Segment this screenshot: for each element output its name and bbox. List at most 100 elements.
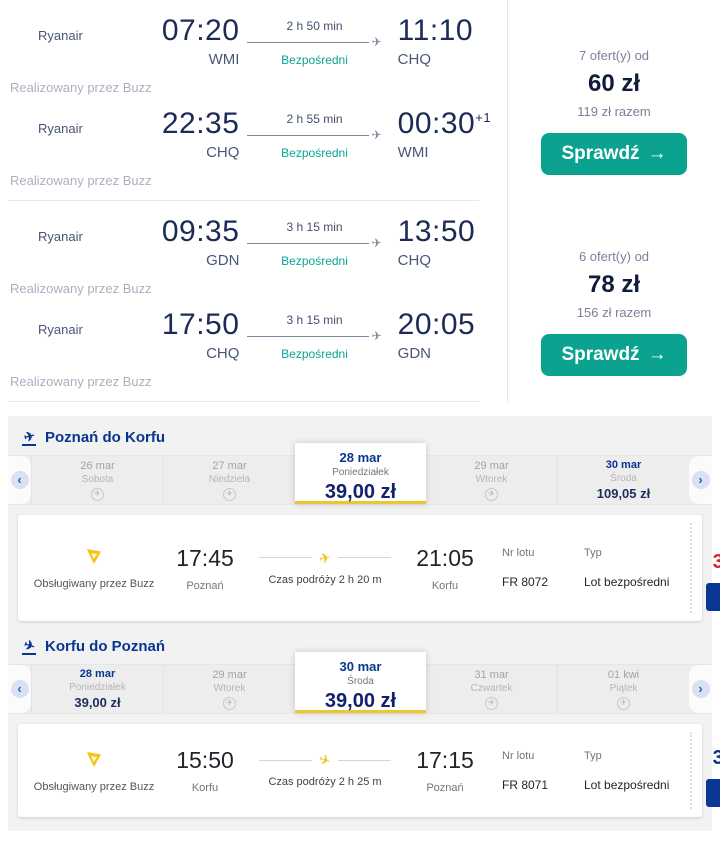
arrival-airport-code: GDN bbox=[397, 345, 432, 362]
date-option[interactable]: 29 mar Wtorek ✈ bbox=[426, 456, 557, 504]
outbound-date-carousel: ‹ 26 mar Sobota ✈ 27 mar Niedziela ✈ 28 … bbox=[8, 443, 712, 505]
date-option[interactable]: 26 mar Sobota ✈ bbox=[31, 456, 163, 504]
flight-leg: Ryanair 09:35 GDN 3 h 15 min ✈ Bezpośred… bbox=[0, 207, 507, 269]
operated-by-label: Realizowany przez Buzz bbox=[10, 80, 152, 95]
no-flight-icon: ✈ bbox=[223, 696, 236, 710]
flight-type-block: Typ Lot bezpośredni bbox=[584, 547, 684, 589]
plane-landing-icon: ✈ bbox=[316, 750, 334, 770]
departure-airport-code: CHQ bbox=[206, 345, 240, 362]
fare-price: 39,00 zł bbox=[712, 747, 720, 769]
check-offer-button[interactable]: Sprawdź → bbox=[541, 133, 687, 175]
check-offer-label: Sprawdź bbox=[561, 344, 640, 365]
date-option[interactable]: 28 mar Poniedziałek 39,00 zł bbox=[31, 665, 163, 713]
date-option[interactable]: 27 mar Niedziela ✈ bbox=[163, 456, 295, 504]
flight-number: FR 8071 bbox=[502, 777, 549, 792]
offer-panel: 7 ofert(y) od 60 zł 119 zł razem Sprawdź… bbox=[508, 0, 720, 201]
select-flight-button[interactable]: Wybierz bbox=[706, 779, 720, 807]
plane-takeoff-icon: ✈ bbox=[317, 548, 333, 567]
flight-leg: Ryanair 17:50 CHQ 3 h 15 min ✈ Bezpośred… bbox=[0, 300, 507, 362]
date-option-selected[interactable]: 28 mar Poniedziałek 39,00 zł bbox=[295, 443, 426, 504]
arrival-block: 13:50 CHQ bbox=[382, 215, 507, 269]
departure-city: Poznań bbox=[186, 579, 224, 592]
check-offer-label: Sprawdź bbox=[561, 143, 640, 164]
outbound-section-header: ✈ Poznań do Korfu bbox=[8, 416, 712, 455]
date-option[interactable]: 30 mar Środa 109,05 zł bbox=[557, 456, 689, 504]
result-card: Ryanair 09:35 GDN 3 h 15 min ✈ Bezpośred… bbox=[0, 201, 720, 402]
flight-path-line: ✈ bbox=[247, 35, 382, 49]
carousel-prev-button[interactable]: ‹ bbox=[8, 456, 31, 504]
chevron-right-icon: › bbox=[691, 680, 710, 698]
fare-block: Taryfa Value 102,21 zł 39,00 zł Wybierz bbox=[692, 515, 720, 621]
booking-widget: ✈ Poznań do Korfu ‹ 26 mar Sobota ✈ 27 m… bbox=[8, 416, 720, 831]
plane-icon: ✈ bbox=[371, 35, 382, 49]
offer-price: 60 zł bbox=[587, 70, 641, 97]
arrival-airport-code: WMI bbox=[397, 144, 429, 161]
select-flight-button[interactable]: Wybierz bbox=[706, 583, 720, 611]
result-card-flights: Ryanair 07:20 WMI 2 h 50 min ✈ Bezpośred… bbox=[0, 0, 508, 201]
flight-type-label: Typ bbox=[584, 749, 602, 762]
arrival-block: 11:10 CHQ bbox=[382, 14, 507, 68]
departure-time: 17:45 bbox=[176, 544, 234, 571]
inbound-flight-card: Obsługiwany przez Buzz 15:50 Korfu ✈ Cza… bbox=[18, 724, 720, 817]
no-flight-icon: ✈ bbox=[485, 696, 498, 710]
plane-icon: ✈ bbox=[371, 128, 382, 142]
arrival-airport-code: CHQ bbox=[397, 252, 432, 269]
offer-price: 78 zł bbox=[587, 271, 641, 298]
carousel-next-button[interactable]: › bbox=[689, 456, 712, 504]
date-option[interactable]: 31 mar Czwartek ✈ bbox=[426, 665, 557, 713]
flight-path-line: ✈ bbox=[258, 548, 392, 567]
offer-total-label: 119 zł razem bbox=[577, 104, 651, 119]
dotted-separator bbox=[690, 523, 692, 613]
departure-airport-code: GDN bbox=[206, 252, 240, 269]
flight-path-line: ✈ bbox=[258, 750, 392, 770]
chevron-left-icon: ‹ bbox=[10, 680, 29, 698]
leg-middle: 2 h 50 min ✈ Bezpośredni bbox=[247, 14, 382, 67]
operated-by-label: Realizowany przez Buzz bbox=[10, 281, 152, 296]
operator-block: Obsługiwany przez Buzz bbox=[24, 749, 164, 793]
inbound-route-title: Korfu do Poznań bbox=[45, 638, 165, 655]
date-option[interactable]: 29 mar Wtorek ✈ bbox=[163, 665, 295, 713]
departure-block: 07:20 WMI bbox=[134, 14, 240, 68]
flight-number-block: Nr lotu FR 8072 bbox=[502, 547, 568, 589]
flight-details: Obsługiwany przez Buzz 15:50 Korfu ✈ Cza… bbox=[18, 724, 690, 817]
flight-number-block: Nr lotu FR 8071 bbox=[502, 750, 568, 792]
no-flight-icon: ✈ bbox=[223, 487, 236, 501]
plane-landing-icon: ✈ bbox=[21, 636, 37, 655]
plane-icon: ✈ bbox=[371, 329, 382, 343]
flight-path-line: ✈ bbox=[247, 237, 382, 249]
flight-leg: Ryanair 22:35 CHQ 2 h 55 min ✈ Bezpośred… bbox=[0, 99, 507, 161]
offer-count-label: 6 ofert(y) od bbox=[578, 249, 650, 264]
date-price: 109,05 zł bbox=[596, 486, 651, 501]
flight-number-label: Nr lotu bbox=[502, 749, 535, 762]
departure-time: 17:50 bbox=[161, 308, 240, 341]
date-option-selected[interactable]: 30 mar Środa 39,00 zł bbox=[295, 652, 426, 713]
arrow-right-icon: → bbox=[647, 143, 667, 164]
leg-middle: 3 h 15 min ✈ Bezpośredni bbox=[247, 308, 382, 361]
offer-panel: 6 ofert(y) od 78 zł 156 zł razem Sprawdź… bbox=[508, 201, 720, 402]
travel-time-label: Czas podróży 2 h 20 m bbox=[268, 573, 382, 586]
date-option[interactable]: 01 kwi Piątek ✈ bbox=[557, 665, 689, 713]
outbound-flight-card: Obsługiwany przez Buzz 17:45 Poznań ✈ Cz… bbox=[18, 515, 720, 621]
check-offer-button[interactable]: Sprawdź → bbox=[541, 334, 687, 376]
duration-label: 3 h 15 min bbox=[286, 313, 343, 327]
stops-label: Bezpośredni bbox=[281, 146, 348, 160]
arrow-right-icon: → bbox=[647, 344, 667, 365]
buzz-logo-icon bbox=[84, 749, 104, 774]
carousel-next-button[interactable]: › bbox=[689, 665, 712, 713]
arrival-time: 11:10 bbox=[397, 14, 474, 47]
departure-time: 15:50 bbox=[176, 747, 234, 773]
operated-by-label: Realizowany przez Buzz bbox=[10, 374, 152, 389]
carousel-prev-button[interactable]: ‹ bbox=[8, 665, 31, 713]
flight-type: Lot bezpośredni bbox=[584, 575, 670, 589]
card-divider bbox=[8, 200, 479, 201]
stops-label: Bezpośredni bbox=[281, 347, 348, 361]
arrival-time: 00:30+1 bbox=[397, 107, 492, 140]
stops-label: Bezpośredni bbox=[281, 53, 348, 67]
outbound-route-title: Poznań do Korfu bbox=[45, 429, 165, 446]
arrival-block: 20:05 GDN bbox=[382, 308, 507, 362]
departure-block: 17:45 Poznań bbox=[164, 545, 246, 592]
operated-by-label: Realizowany przez Buzz bbox=[10, 173, 152, 188]
flight-path-line: ✈ bbox=[247, 329, 382, 343]
airline-name: Ryanair bbox=[38, 121, 83, 136]
departure-city: Korfu bbox=[191, 782, 219, 794]
